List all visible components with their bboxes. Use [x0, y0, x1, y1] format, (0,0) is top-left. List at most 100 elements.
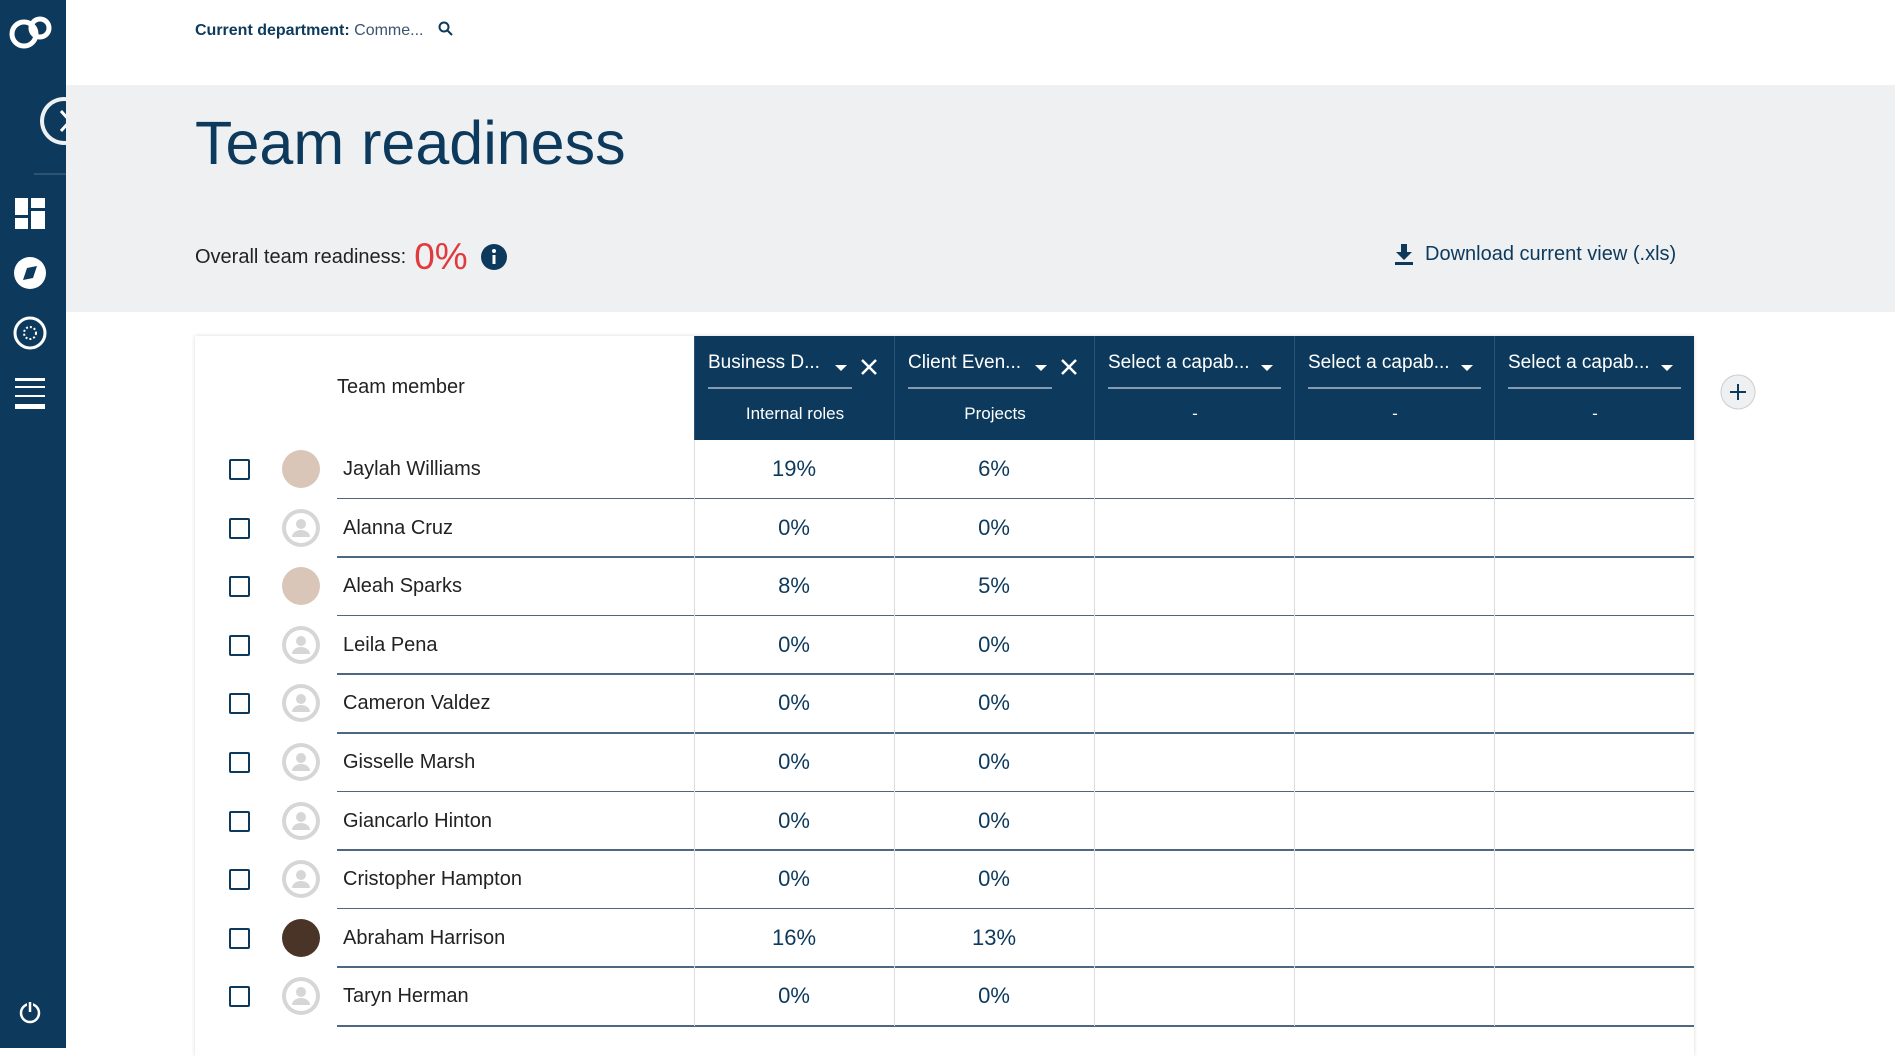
capability-group: - — [1192, 404, 1198, 423]
header-band — [66, 85, 1895, 312]
readiness-value: 0% — [978, 631, 1010, 657]
checkbox[interactable] — [229, 986, 250, 1008]
cell-border — [1094, 908, 1095, 968]
checkbox[interactable] — [229, 576, 250, 598]
readiness-value: 0% — [778, 807, 810, 833]
table-card — [195, 336, 1694, 1056]
checkbox[interactable] — [229, 634, 250, 656]
avatar — [282, 450, 320, 488]
department[interactable]: Current department: Comme... — [195, 21, 454, 40]
capability-group: - — [1392, 404, 1398, 423]
readiness-value: 19% — [771, 456, 817, 481]
cell-border — [894, 440, 895, 499]
cell-border — [894, 557, 895, 616]
cell-border — [894, 674, 895, 733]
checkbox[interactable] — [229, 927, 250, 949]
cell-border — [894, 850, 895, 909]
column-header: Client Even... Projects — [894, 336, 1094, 440]
cell-border — [1494, 908, 1495, 968]
avatar — [282, 743, 320, 781]
cell-border — [894, 967, 895, 1026]
checkbox[interactable] — [229, 752, 250, 773]
readiness-value: 0% — [778, 514, 810, 540]
row-border — [337, 614, 1694, 617]
capability-select[interactable]: Select a capab... — [1108, 352, 1250, 373]
info-icon[interactable] — [480, 243, 508, 271]
member-name: Taryn Herman — [343, 985, 469, 1008]
cell-border — [1094, 967, 1095, 1026]
cell-border — [1294, 674, 1295, 733]
cell-border — [1094, 850, 1095, 909]
cell-border — [694, 791, 695, 851]
overall-value: 0% — [414, 236, 468, 277]
cell-border — [1094, 440, 1095, 499]
member-name: Abraham Harrison — [343, 926, 506, 949]
department-label: Current department: — [195, 22, 350, 39]
capability-select[interactable]: Select a capab... — [1508, 352, 1650, 373]
readiness-value: 0% — [978, 749, 1010, 774]
cell-border — [1494, 557, 1495, 616]
column-header: Business D... Internal roles — [694, 336, 894, 440]
cell-border — [694, 557, 695, 616]
avatar-placeholder — [286, 747, 316, 777]
department-value: Comme... — [354, 22, 424, 39]
avatar — [282, 918, 320, 957]
readiness-value: 13% — [971, 924, 1017, 950]
avatar-placeholder — [286, 981, 316, 1012]
download-label: Download current view (.xls) — [1425, 242, 1677, 265]
row-border — [337, 790, 1694, 793]
cell-border — [1094, 674, 1095, 733]
cell-border — [1294, 908, 1295, 968]
cell-border — [694, 733, 695, 792]
readiness-value: 0% — [978, 514, 1010, 540]
cell-border — [694, 615, 695, 675]
cell-border — [1494, 791, 1495, 851]
member-header: Team member — [337, 376, 465, 398]
member-name: Cristopher Hampton — [343, 868, 522, 891]
cell-border — [894, 791, 895, 851]
cell-border — [1094, 557, 1095, 616]
member-name: Cameron Valdez — [343, 692, 491, 715]
cell-border — [1294, 615, 1295, 675]
avatar-placeholder — [286, 864, 316, 895]
cell-border — [1294, 850, 1295, 909]
checkbox[interactable] — [229, 517, 250, 539]
cell-border — [1494, 498, 1495, 558]
overall: Overall team readiness: 0% — [195, 236, 508, 278]
capability-select[interactable]: Client Even... — [908, 352, 1021, 373]
cell-border — [1094, 791, 1095, 851]
header-decor — [708, 359, 877, 389]
checkbox[interactable] — [229, 869, 250, 891]
capability-select[interactable]: Select a capab... — [1308, 352, 1450, 373]
cell-border — [1294, 733, 1295, 792]
checkbox[interactable] — [229, 693, 250, 715]
member-name: Jaylah Williams — [343, 458, 481, 480]
add-column[interactable] — [1720, 374, 1758, 412]
member-name: Leila Pena — [343, 633, 438, 656]
header-decor — [1508, 365, 1681, 389]
avatar-placeholder — [286, 629, 316, 660]
checkbox[interactable] — [229, 810, 250, 832]
readiness-value: 16% — [771, 924, 817, 950]
checkbox[interactable] — [229, 459, 250, 480]
cell-border — [1494, 615, 1495, 675]
cell-border — [1294, 498, 1295, 558]
column-header: Select a capab... - — [1094, 336, 1294, 440]
avatar — [282, 977, 320, 1016]
header-decor — [908, 359, 1077, 389]
cell-border — [694, 674, 695, 733]
capability-select[interactable]: Business D... — [708, 352, 820, 373]
readiness-value: 0% — [778, 866, 810, 892]
cell-border — [1494, 674, 1495, 733]
cell-border — [1494, 967, 1495, 1026]
avatar-placeholder — [286, 512, 316, 543]
download[interactable]: Download current view (.xls) — [1393, 242, 1676, 266]
cell-border — [894, 615, 895, 675]
row-border — [337, 1025, 1694, 1027]
readiness-value: 0% — [778, 690, 810, 716]
member-name: Gisselle Marsh — [343, 751, 476, 773]
cell-border — [1094, 615, 1095, 675]
readiness-value: 8% — [778, 573, 810, 599]
cell-border — [894, 733, 895, 792]
overall-label: Overall team readiness: — [195, 245, 407, 268]
